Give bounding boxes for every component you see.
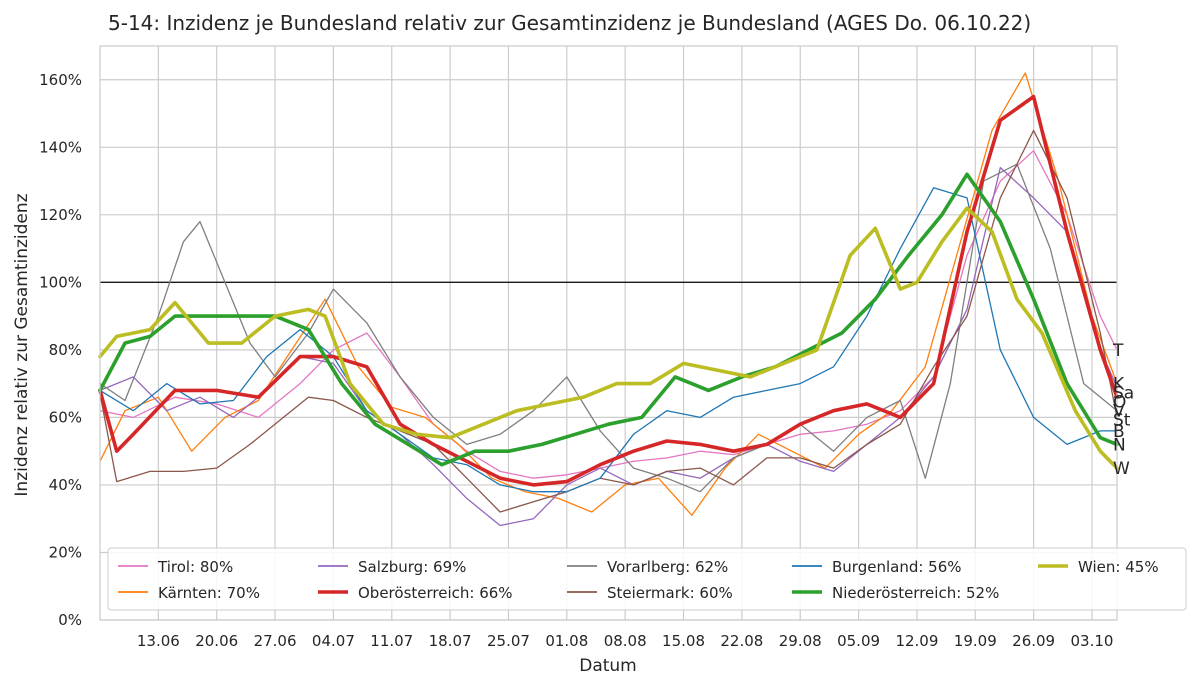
x-tick-label: 01.08: [545, 632, 588, 650]
x-tick-label: 20.06: [195, 632, 238, 650]
x-tick-label: 27.06: [254, 632, 297, 650]
legend-box: [107, 547, 1187, 611]
series-end-label: B: [1113, 422, 1125, 442]
series-end-label: St: [1113, 411, 1131, 431]
series-end-label: Sa: [1113, 384, 1134, 404]
x-tick-label: 13.06: [137, 632, 180, 650]
x-tick-label: 03.10: [1071, 632, 1114, 650]
y-tick-label: 0%: [58, 611, 82, 629]
x-tick-label: 22.08: [720, 632, 763, 650]
legend: Tirol: 80% Kärnten: 70% Salzburg: 69% Oberö…: [107, 547, 1187, 611]
y-tick-label: 100%: [39, 273, 82, 291]
series-line-ober-sterreich: [98, 94, 1119, 487]
series-end-label: N: [1113, 435, 1126, 455]
y-tick-label: 60%: [49, 408, 82, 426]
chart-title: 5-14: Inzidenz je Bundesland relativ zur…: [108, 11, 1031, 35]
legend-entry: Salzburg: 69%: [358, 558, 466, 576]
series-line-steiermark: [99, 129, 1118, 513]
x-tick-label: 05.09: [837, 632, 880, 650]
y-tick-labels: 0% 20% 40% 60% 80% 100% 120% 140% 160%: [39, 71, 82, 629]
x-tick-label: 04.07: [312, 632, 355, 650]
series-line-burgenland: [99, 187, 1118, 493]
x-tick-label: 12.09: [895, 632, 938, 650]
series-end-label: K: [1113, 375, 1125, 395]
y-tick-label: 20%: [49, 543, 82, 561]
y-tick-label: 40%: [49, 476, 82, 494]
y-tick-label: 160%: [39, 71, 82, 89]
series-end-label: W: [1113, 459, 1130, 479]
series-end-label: O: [1113, 393, 1126, 413]
legend-entry: Vorarlberg: 62%: [607, 558, 728, 576]
series-end-label: V: [1113, 402, 1125, 422]
legend-entry: Burgenland: 56%: [832, 558, 962, 576]
series-line-nieder-sterreich: [98, 172, 1119, 467]
x-tick-label: 29.08: [779, 632, 822, 650]
y-tick-label: 80%: [49, 341, 82, 359]
y-tick-label: 140%: [39, 138, 82, 156]
y-axis-label: Inzidenz relativ zur Gesamtinzidenz: [12, 193, 32, 496]
legend-entry: Steiermark: 60%: [607, 584, 733, 602]
series-line-vorarlberg: [99, 163, 1118, 493]
x-tick-label: 18.07: [429, 632, 472, 650]
legend-entry: Kärnten: 70%: [158, 584, 260, 602]
legend-entry: Wien: 45%: [1078, 558, 1159, 576]
x-tick-label: 25.07: [487, 632, 530, 650]
x-tick-label: 26.09: [1012, 632, 1055, 650]
series-line-tirol: [99, 150, 1118, 479]
plot-frame: [99, 45, 1118, 621]
series-end-label: T: [1112, 341, 1124, 361]
legend-entry: Niederösterreich: 52%: [832, 584, 999, 602]
x-tick-label: 11.07: [370, 632, 413, 650]
x-tick-label: 08.08: [604, 632, 647, 650]
series-line-wien: [98, 206, 1119, 470]
series-lines: [98, 72, 1119, 527]
x-tick-label: 15.08: [662, 632, 705, 650]
y-tick-label: 120%: [39, 206, 82, 224]
legend-entry: Tirol: 80%: [157, 558, 233, 576]
x-tick-labels: 13.06 20.06 27.06 04.07 11.07 18.07 25.07 01.08…: [137, 632, 1114, 650]
x-tick-label: 19.09: [954, 632, 997, 650]
x-axis-label: Datum: [579, 656, 637, 676]
legend-entry: Oberösterreich: 66%: [358, 584, 513, 602]
